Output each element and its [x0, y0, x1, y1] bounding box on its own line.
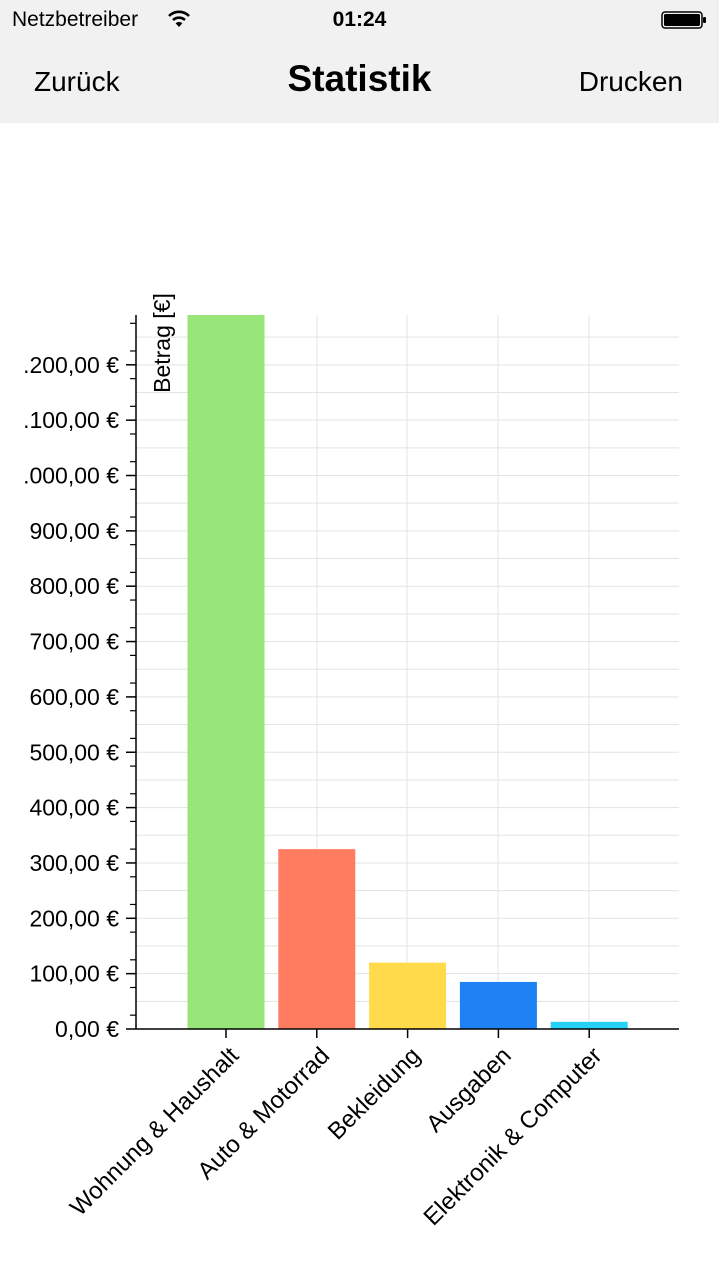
- battery-icon: [661, 11, 706, 29]
- y-tick-label: 100,00 €: [29, 961, 119, 987]
- y-axis-title: Betrag [€]: [149, 293, 175, 393]
- x-category-label: Bekleidung: [323, 1042, 426, 1145]
- bar-chart: 0,00 € 100,00 € 200,00 € 300,00 € 400,00 € 50…: [0, 123, 719, 1280]
- back-button[interactable]: Zurück: [34, 66, 120, 97]
- print-button[interactable]: Drucken: [578, 66, 683, 97]
- y-tick-label: 200,00 €: [29, 905, 119, 931]
- y-tick-label: 900,00 €: [29, 518, 119, 544]
- bar: [278, 849, 356, 1029]
- y-tick-label: .200,00 €: [23, 352, 119, 378]
- bar: [369, 962, 447, 1029]
- y-tick-label: .000,00 €: [23, 463, 119, 489]
- bar: [459, 981, 537, 1029]
- chart-canvas: 0,00 € 100,00 € 200,00 € 300,00 € 400,00 € 50…: [23, 293, 679, 1231]
- wifi-icon: [168, 10, 190, 27]
- y-tick-label: 0,00 €: [55, 1016, 119, 1042]
- bar: [550, 1021, 628, 1029]
- y-tick-label: 400,00 €: [29, 795, 119, 821]
- carrier-label: Netzbetreiber: [12, 8, 139, 31]
- y-tick-label: 500,00 €: [29, 739, 119, 765]
- y-tick-label: 300,00 €: [29, 850, 119, 876]
- y-tick-label: 700,00 €: [29, 629, 119, 655]
- navigation-bar: Zurück Statistik Drucken: [0, 40, 719, 123]
- y-tick-label: 800,00 €: [29, 573, 119, 599]
- page-title: Statistik: [287, 58, 432, 99]
- y-tick-label: 600,00 €: [29, 684, 119, 710]
- x-category-label: Wohnung & Haushalt: [65, 1042, 244, 1221]
- clock: 01:24: [332, 8, 387, 31]
- bar: [187, 315, 265, 1029]
- status-bar: Netzbetreiber 01:24: [0, 0, 719, 40]
- x-category-label: Ausgaben: [421, 1042, 517, 1138]
- y-tick-label: .100,00 €: [23, 407, 119, 433]
- x-category-label: Elektronik & Computer: [419, 1042, 608, 1231]
